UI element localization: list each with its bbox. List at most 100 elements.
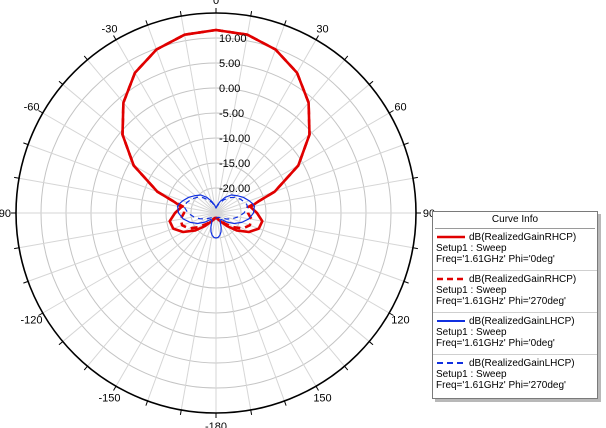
angle-tick	[250, 11, 253, 17]
radial-tick-label: -5.00	[219, 108, 244, 120]
legend-series-name: dB(RealizedGainRHCP)	[469, 231, 577, 243]
grid-spoke	[215, 84, 370, 214]
legend-series-name: dB(RealizedGainLHCP)	[469, 357, 575, 369]
grid-spoke	[215, 59, 345, 214]
angle-tick	[388, 110, 394, 114]
grid-spoke	[215, 15, 252, 214]
radial-tick-label: 0.00	[219, 83, 240, 95]
grid-spoke	[215, 212, 252, 411]
legend: Curve Info dB(RealizedGainRHCP) Setup1 :…	[432, 211, 598, 399]
angle-tick	[403, 280, 409, 284]
angle-tick	[58, 341, 64, 346]
grid-spoke	[27, 212, 217, 282]
legend-entry: dB(RealizedGainRHCP) Setup1 : Sweep Freq…	[433, 271, 597, 313]
angle-tick	[38, 312, 44, 316]
angle-label: 60	[394, 102, 406, 114]
legend-setup: Setup1 : Sweep	[436, 327, 507, 338]
legend-entry: dB(RealizedGainRHCP) Setup1 : Sweep Freq…	[433, 229, 597, 271]
grid-spoke	[180, 212, 217, 411]
angle-tick	[412, 247, 418, 250]
radial-tick-label: -20.00	[219, 183, 250, 195]
legend-entry: dB(RealizedGainLHCP) Setup1 : Sweep Freq…	[433, 355, 597, 397]
legend-line-swatch	[437, 277, 465, 281]
angle-tick	[315, 35, 319, 41]
legend-setup: Setup1 : Sweep	[436, 243, 507, 254]
angle-tick	[403, 142, 409, 146]
grid-spoke	[147, 212, 217, 402]
grid-spoke	[147, 24, 217, 214]
angle-tick	[368, 80, 374, 85]
angle-tick	[83, 365, 88, 371]
legend-series-name: dB(RealizedGainLHCP)	[469, 315, 575, 327]
legend-line-swatch	[437, 362, 465, 364]
angle-tick	[38, 110, 44, 114]
angle-tick	[14, 176, 20, 179]
grid-spoke	[62, 84, 217, 214]
grid-spoke	[215, 39, 317, 214]
grid-spoke	[215, 212, 390, 314]
angle-label: -150	[98, 392, 120, 404]
angle-tick	[83, 55, 88, 61]
angle-label: -90	[0, 208, 11, 220]
radial-tick-labels: 10.00 5.00 0.00 -5.00 -10.00 -15.00 -20.00	[219, 33, 250, 195]
angle-label: 0	[213, 0, 219, 7]
angle-tick	[250, 409, 253, 415]
angle-tick	[113, 385, 117, 391]
legend-title: Curve Info	[435, 212, 595, 229]
angle-tick	[412, 176, 418, 179]
grid-spoke	[215, 112, 390, 214]
angle-tick	[388, 312, 394, 316]
radial-tick-label: -15.00	[219, 158, 250, 170]
angle-label: -30	[102, 24, 118, 36]
angle-tick	[179, 409, 182, 415]
grid-spoke	[87, 212, 217, 367]
legend-setup: Setup1 : Sweep	[436, 369, 507, 380]
angle-tick	[283, 20, 287, 26]
angle-label: -120	[21, 315, 43, 327]
angle-label: 120	[391, 315, 409, 327]
legend-freq: Freq='1.61GHz' Phi='0deg'	[436, 338, 555, 349]
legend-freq: Freq='1.61GHz' Phi='270deg'	[436, 380, 566, 391]
grid-spoke	[215, 24, 285, 214]
grid-spoke	[115, 39, 217, 214]
legend-setup: Setup1 : Sweep	[436, 285, 507, 296]
grid-spoke	[42, 112, 217, 214]
radial-tick-label: 5.00	[219, 58, 240, 70]
series-curve-3	[183, 196, 249, 220]
grid-spoke	[215, 212, 405, 282]
curves	[121, 28, 311, 239]
grid-spoke	[215, 144, 405, 214]
legend-line-swatch	[437, 320, 465, 322]
angle-label: 150	[313, 392, 331, 404]
angle-tick	[344, 55, 349, 61]
angle-tick	[283, 400, 287, 406]
grid-spoke	[42, 212, 217, 314]
angle-tick	[344, 365, 349, 371]
angle-tick	[58, 80, 64, 85]
legend-series-name: dB(RealizedGainRHCP)	[469, 273, 577, 285]
grid-spoke	[27, 144, 217, 214]
grid-spoke	[180, 15, 217, 214]
angle-tick	[315, 385, 319, 391]
series-curve-2	[177, 194, 255, 239]
grid-spoke	[115, 212, 217, 387]
angle-tick	[23, 280, 29, 284]
angle-label: -60	[24, 102, 40, 114]
angle-tick	[23, 142, 29, 146]
polar-grid	[11, 8, 421, 418]
legend-freq: Freq='1.61GHz' Phi='270deg'	[436, 296, 566, 307]
grid-spoke	[215, 212, 285, 402]
angle-label: 30	[316, 24, 328, 36]
grid-spoke	[215, 212, 370, 342]
angle-tick	[145, 400, 149, 406]
grid-spoke	[215, 212, 317, 387]
angle-tick	[113, 35, 117, 41]
angle-tick	[14, 247, 20, 250]
legend-entry: dB(RealizedGainLHCP) Setup1 : Sweep Freq…	[433, 313, 597, 355]
legend-freq: Freq='1.61GHz' Phi='0deg'	[436, 254, 555, 265]
grid-spoke	[215, 212, 345, 367]
angle-tick	[179, 11, 182, 17]
radial-tick-label: 10.00	[219, 33, 247, 45]
legend-line-swatch	[437, 235, 465, 239]
